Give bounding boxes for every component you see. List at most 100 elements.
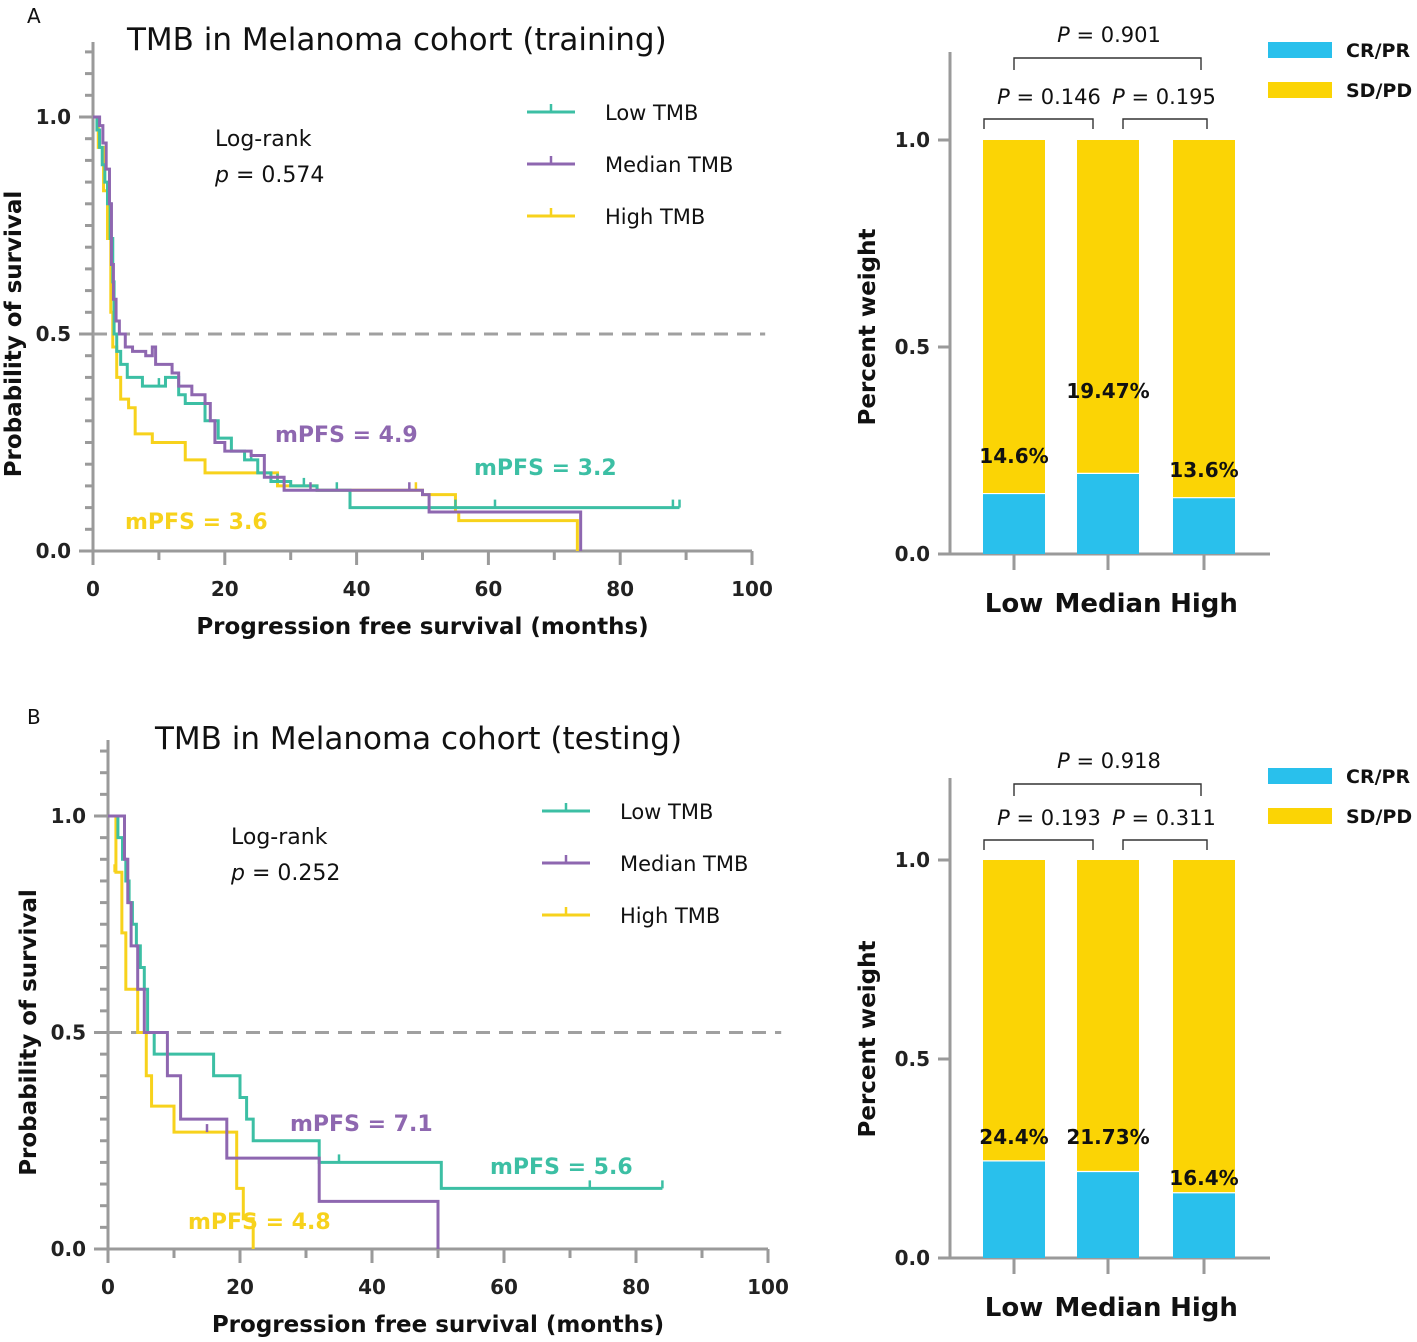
bracket-low-high xyxy=(1013,57,1202,70)
p-symbol: P xyxy=(1057,749,1070,773)
x-axis-label: Progression free survival (months) xyxy=(196,614,648,640)
legend-swatch-sdpd xyxy=(1268,808,1332,824)
logrank-label: Log-rank xyxy=(215,127,312,152)
p-value: = 0.195 xyxy=(1125,85,1216,109)
km-curve-median xyxy=(108,814,440,1249)
p-value: = 0.311 xyxy=(1125,806,1216,830)
y-tick-label: 1.0 xyxy=(36,105,71,129)
legend-label-crpr: CR/PR xyxy=(1346,40,1410,62)
y-tick-label: 0.5 xyxy=(36,322,71,346)
x-tick-label: 40 xyxy=(343,577,371,601)
mpfs-label-median: mPFS = 7.1 xyxy=(290,1112,433,1137)
bar-percent-label: 14.6% xyxy=(979,444,1048,468)
p-value: = 0.574 xyxy=(229,163,324,188)
p-value: = 0.901 xyxy=(1070,23,1161,47)
legend-label-median: Median TMB xyxy=(605,153,733,177)
panel-label: B xyxy=(27,705,41,729)
bar-panel: 0.0 0.5 1.0 Percent weight Low 14.6% Median 19.… xyxy=(855,23,1412,619)
pvalue-low-median: P = 0.146 xyxy=(997,85,1101,109)
pvalue-low-high: P = 0.901 xyxy=(1057,23,1161,47)
x-axis-label: Progression free survival (months) xyxy=(212,1312,664,1338)
bar-percent-label: 13.6% xyxy=(1169,458,1238,482)
mpfs-label-high: mPFS = 3.6 xyxy=(125,510,268,535)
p-value: = 0.252 xyxy=(245,861,340,886)
logrank-label: Log-rank xyxy=(231,825,328,850)
mpfs-label-low: mPFS = 5.6 xyxy=(490,1155,633,1180)
p-value: = 0.146 xyxy=(1010,85,1101,109)
x-tick-label: 60 xyxy=(474,577,502,601)
legend-label-median: Median TMB xyxy=(620,852,748,876)
y-tick-label: 0.0 xyxy=(51,1237,86,1261)
legend-label-crpr: CR/PR xyxy=(1346,766,1410,788)
p-symbol: P xyxy=(1112,806,1125,830)
x-category-label: Median xyxy=(1054,589,1161,619)
bar-crpr-median xyxy=(1077,1171,1139,1258)
bar-crpr-low xyxy=(983,1160,1045,1258)
legend-swatch-sdpd xyxy=(1268,82,1332,98)
bar-crpr-median xyxy=(1077,473,1139,554)
bar-sdpd-median xyxy=(1077,860,1139,1172)
p-symbol: P xyxy=(997,85,1010,109)
pvalue-low-median: P = 0.193 xyxy=(997,806,1101,830)
km-curve-median xyxy=(93,115,583,551)
bracket-low-median xyxy=(983,118,1094,129)
p-symbol: P xyxy=(997,806,1010,830)
p-symbol: p xyxy=(230,861,245,886)
legend-label-low: Low TMB xyxy=(605,101,698,125)
x-tick-label: 100 xyxy=(731,577,773,601)
bar-percent-label: 16.4% xyxy=(1169,1166,1238,1190)
y-axis-label: Probability of survival xyxy=(16,889,42,1176)
y-tick-label: 0.5 xyxy=(51,1021,86,1045)
x-category-label: Low xyxy=(985,589,1043,619)
bracket-median-high xyxy=(1122,118,1208,129)
logrank-pvalue: p = 0.574 xyxy=(214,163,324,188)
mpfs-label-median: mPFS = 4.9 xyxy=(275,423,418,448)
y-tick-label: 1.0 xyxy=(895,128,930,152)
y-tick-label: 0.5 xyxy=(895,335,930,359)
chart-title: TMB in Melanoma cohort (training) xyxy=(126,22,667,58)
x-tick-label: 20 xyxy=(226,1275,254,1299)
km-curve-low xyxy=(93,115,680,510)
y-axis-label: Percent weight xyxy=(855,941,881,1138)
p-value: = 0.918 xyxy=(1070,749,1161,773)
mpfs-label-low: mPFS = 3.2 xyxy=(474,456,617,481)
bracket-low-median xyxy=(983,839,1094,850)
y-tick-label: 1.0 xyxy=(895,848,930,872)
y-tick-label: 0.0 xyxy=(895,542,930,566)
bar-crpr-low xyxy=(983,493,1045,554)
bar-crpr-high xyxy=(1173,497,1235,554)
km-curve-low xyxy=(108,814,663,1190)
x-category-label: High xyxy=(1170,589,1238,619)
km-curve-high xyxy=(108,814,255,1249)
bar-percent-label: 19.47% xyxy=(1066,379,1149,403)
legend-label-high: High TMB xyxy=(620,904,720,928)
legend-label-high: High TMB xyxy=(605,205,705,229)
km-panel-B: B TMB in Melanoma cohort (testing) 0.0 0.5 1… xyxy=(16,705,789,1338)
p-symbol: p xyxy=(214,163,229,188)
legend-swatch-crpr xyxy=(1268,42,1332,58)
y-axis-label: Probability of survival xyxy=(1,191,27,478)
y-axis-label: Percent weight xyxy=(855,229,881,426)
pvalue-low-high: P = 0.918 xyxy=(1057,749,1161,773)
x-tick-label: 0 xyxy=(86,577,100,601)
panel-label: A xyxy=(27,4,41,28)
km-panel-A: A TMB in Melanoma cohort (training) 0.0 0.5… xyxy=(1,4,773,640)
km-curve-high xyxy=(93,115,579,551)
bracket-median-high xyxy=(1122,839,1208,850)
x-tick-label: 80 xyxy=(622,1275,650,1299)
bar-sdpd-high xyxy=(1173,140,1235,498)
pvalue-median-high: P = 0.311 xyxy=(1112,806,1216,830)
bar-percent-label: 24.4% xyxy=(979,1125,1048,1149)
x-tick-label: 40 xyxy=(358,1275,386,1299)
mpfs-label-high: mPFS = 4.8 xyxy=(188,1210,331,1235)
bar-crpr-high xyxy=(1173,1192,1235,1258)
bar-sdpd-low xyxy=(983,140,1045,494)
x-tick-label: 80 xyxy=(606,577,634,601)
x-category-label: High xyxy=(1170,1293,1238,1323)
y-tick-label: 0.5 xyxy=(895,1047,930,1071)
bracket-low-high xyxy=(1013,783,1202,796)
bar-sdpd-low xyxy=(983,860,1045,1161)
bar-sdpd-high xyxy=(1173,860,1235,1193)
x-tick-label: 20 xyxy=(211,577,239,601)
